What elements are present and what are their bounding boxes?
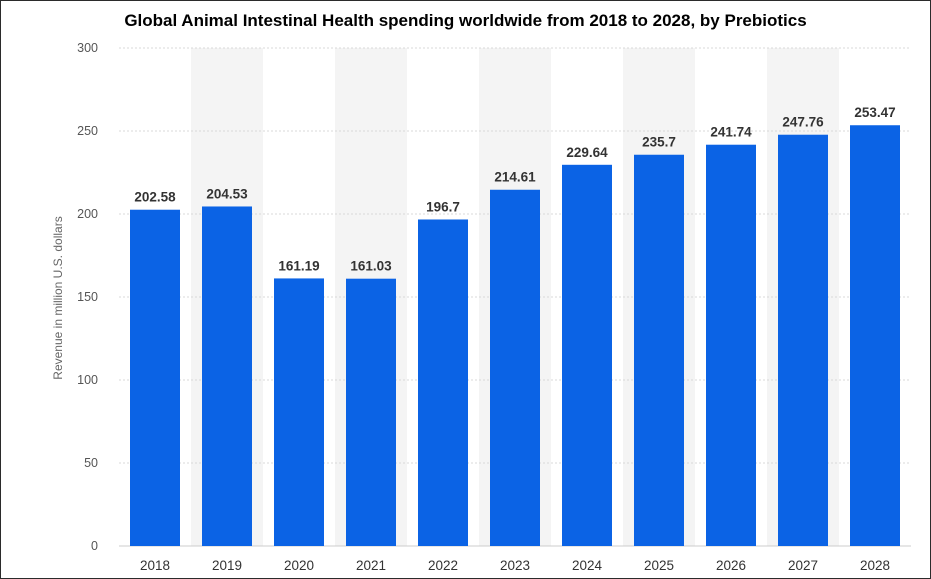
x-tick-label-2025: 2025 [644, 558, 674, 573]
bar-2025 [634, 154, 684, 546]
bar-2020 [274, 278, 324, 546]
x-tick-label-2020: 2020 [284, 558, 314, 573]
x-tick-label-2028: 2028 [860, 558, 890, 573]
y-tick-label: 50 [84, 456, 98, 470]
y-tick-label: 100 [77, 373, 98, 387]
bar-2021 [346, 278, 396, 546]
bar-2027 [778, 134, 828, 547]
x-axis-ticks: 2018 2019 2020 2021 2022 2023 2024 2025 2026 2027… [140, 558, 890, 573]
data-label-2018: 202.58 [134, 190, 176, 205]
data-label-2021: 161.03 [350, 259, 392, 274]
y-tick-label: 200 [77, 207, 98, 221]
x-tick-label-2022: 2022 [428, 558, 458, 573]
y-tick-label: 0 [91, 539, 98, 553]
y-tick-label: 150 [77, 290, 98, 304]
data-label-2022: 196.7 [426, 199, 460, 214]
x-tick-label-2027: 2027 [788, 558, 818, 573]
bar-2028 [850, 125, 900, 546]
x-tick-label-2019: 2019 [212, 558, 242, 573]
data-labels: 202.58 204.53 161.19 161.03 196.7 214.61 229.6… [134, 105, 895, 273]
y-tick-label: 300 [77, 41, 98, 55]
y-axis-ticks: 0 50 100 150 200 250 300 [77, 41, 98, 553]
y-tick-label: 250 [77, 124, 98, 138]
data-label-2019: 204.53 [206, 186, 248, 201]
data-label-2023: 214.61 [494, 170, 536, 185]
data-label-2028: 253.47 [854, 105, 895, 120]
bar-2023 [490, 189, 540, 546]
bar-2022 [418, 219, 468, 546]
bars [130, 125, 900, 547]
bar-2024 [562, 164, 612, 546]
x-tick-label-2018: 2018 [140, 558, 170, 573]
x-tick-label-2023: 2023 [500, 558, 530, 573]
data-label-2025: 235.7 [642, 135, 676, 150]
data-label-2024: 229.64 [566, 145, 608, 160]
data-label-2020: 161.19 [278, 258, 319, 273]
y-axis-title: Revenue in million U.S. dollars [51, 216, 65, 379]
x-tick-label-2024: 2024 [572, 558, 603, 573]
data-label-2026: 241.74 [710, 125, 752, 140]
x-tick-label-2021: 2021 [356, 558, 386, 573]
bar-2018 [130, 209, 180, 546]
data-label-2027: 247.76 [782, 115, 824, 130]
bar-2026 [706, 144, 756, 546]
x-tick-label-2026: 2026 [716, 558, 746, 573]
chart-title: Global Animal Intestinal Health spending… [124, 11, 807, 30]
bar-2019 [202, 206, 252, 546]
